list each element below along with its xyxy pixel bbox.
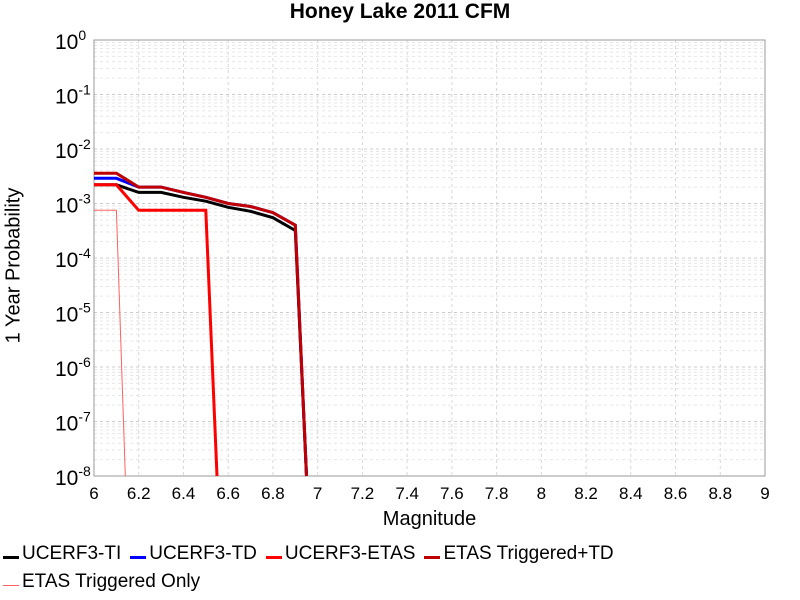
- legend-row: ETAS Triggered Only: [0, 568, 800, 596]
- series-line-etas-triggered-td: [94, 171, 308, 477]
- x-tick-label: 8.8: [708, 484, 732, 503]
- legend-item-etas-triggered-td: ETAS Triggered+TD: [421, 543, 614, 565]
- legend-item-etas-triggered-only: ETAS Triggered Only: [0, 571, 200, 593]
- x-tick-label: 6.2: [127, 484, 151, 503]
- y-tick-label: 100: [55, 27, 86, 54]
- y-axis-label: 1 Year Probability: [2, 187, 25, 344]
- chart-title: Honey Lake 2011 CFM: [289, 0, 511, 23]
- legend-swatch: [424, 555, 441, 559]
- x-tick-label: 8.2: [574, 484, 598, 503]
- x-tick-label: 6.8: [261, 484, 285, 503]
- x-tick-label: 6: [89, 484, 98, 503]
- y-tick-labels: 100 10-1 10-2 10-3 10-4 10-5 10-6 10-7 10-8: [55, 27, 91, 490]
- x-tick-label: 6.4: [172, 484, 196, 503]
- x-tick-label: 7.2: [351, 484, 375, 503]
- x-tick-label: 7: [313, 484, 322, 503]
- legend-swatch: [3, 584, 19, 586]
- x-tick-label: 7.6: [440, 484, 464, 503]
- legend: UCERF3-TI UCERF3-TD UCERF3-ETAS ETAS Tri…: [0, 540, 800, 596]
- x-tick-label: 7.8: [485, 484, 509, 503]
- y-tick-label: 10-2: [55, 136, 91, 163]
- series-line-ucerf3-ti: [94, 183, 308, 477]
- series-layer: [94, 171, 308, 477]
- plot-area-frame: [93, 39, 766, 477]
- x-tick-label: 6.6: [216, 484, 240, 503]
- y-tick-label: 10-4: [55, 245, 91, 272]
- series-line-etas-triggered-only: [94, 209, 126, 477]
- x-axis-label: Magnitude: [382, 508, 477, 530]
- x-tick-label: 8.6: [664, 484, 688, 503]
- legend-swatch: [265, 555, 282, 559]
- legend-label: ETAS Triggered+TD: [443, 543, 614, 564]
- y-tick-label: 10-6: [55, 354, 91, 381]
- legend-item-ucerf3-etas: UCERF3-ETAS: [263, 543, 416, 565]
- y-tick-label: 10-3: [55, 191, 91, 218]
- grid-lines: [93, 40, 766, 477]
- y-tick-label: 10-5: [55, 300, 91, 327]
- x-tick-label: 7.4: [395, 484, 419, 503]
- series-line-ucerf3-td: [94, 176, 308, 477]
- legend-swatch: [130, 555, 147, 559]
- x-tick-labels: 6 6.2 6.4 6.6 6.8 7 7.2 7.4 7.6 7.8 8 8.2 8.4 8.6 8.8 9: [89, 484, 769, 503]
- legend-row: UCERF3-TI UCERF3-TD UCERF3-ETAS ETAS Tri…: [0, 540, 800, 568]
- y-tick-label: 10-7: [55, 409, 91, 436]
- legend-label: UCERF3-TI: [22, 543, 122, 564]
- y-tick-label: 10-8: [55, 463, 91, 490]
- legend-swatch: [3, 555, 19, 559]
- legend-label: ETAS Triggered Only: [22, 571, 201, 592]
- legend-label: UCERF3-TD: [149, 543, 257, 564]
- series-line-ucerf3-etas: [94, 183, 219, 477]
- legend-item-ucerf3-td: UCERF3-TD: [127, 543, 257, 565]
- legend-label: UCERF3-ETAS: [284, 543, 416, 564]
- x-tick-label: 8: [537, 484, 546, 503]
- x-tick-label: 9: [760, 484, 769, 503]
- legend-item-ucerf3-ti: UCERF3-TI: [0, 543, 121, 565]
- x-tick-label: 8.4: [619, 484, 643, 503]
- y-tick-label: 10-1: [55, 82, 91, 109]
